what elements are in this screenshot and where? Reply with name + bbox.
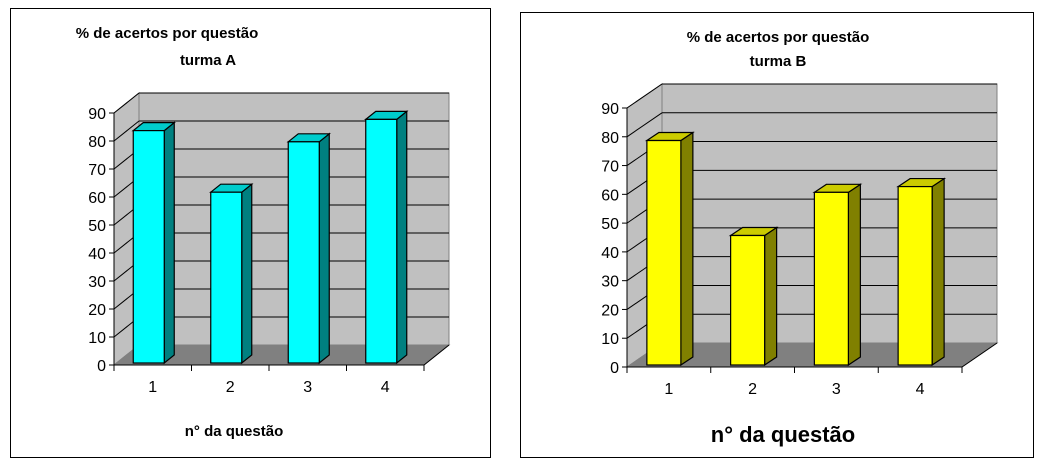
- chart-a-title-line2: turma A: [180, 52, 236, 69]
- chart-a-x-tick-label: 1: [148, 379, 157, 396]
- chart-a-y-tick-label: 20: [88, 302, 106, 319]
- chart-a-x-tick-label: 4: [381, 379, 390, 396]
- chart-a-x-tick-label: 3: [303, 379, 312, 396]
- chart-b-y-tick-label: 20: [601, 302, 619, 319]
- chart-b-y-tick-label: 0: [610, 360, 619, 377]
- chart-b-y-tick-label: 70: [601, 159, 619, 176]
- chart-a-bar-side: [396, 110, 408, 365]
- chart-a-y-tick-label: 30: [88, 274, 106, 291]
- chart-a-y-tick-label: 40: [88, 246, 106, 263]
- chart-b-y-tick-label: 30: [601, 274, 619, 291]
- chart-b-bar: [728, 226, 779, 367]
- chart-b-gridline-side: [626, 83, 663, 109]
- chart-a-bar-front: [210, 191, 243, 364]
- chart-b-bar-side: [931, 177, 945, 367]
- chart-a-bar: [131, 121, 176, 365]
- chart-b-y-tick-label: 50: [601, 216, 619, 233]
- chart-a-plot-area: 0 10 20 30 40 50 60 70 80 90 1 2 3 4: [88, 91, 451, 396]
- chart-b-y-tick-label: 60: [601, 187, 619, 204]
- chart-b-x-tick-label: 2: [748, 381, 757, 398]
- chart-b-bar: [812, 183, 863, 367]
- chart-a-plot: % de acertos por questão turma A 0 10 20 30…: [76, 25, 451, 440]
- chart-b-y-tick-label: 10: [601, 331, 619, 348]
- chart-b-x-tick-label: 4: [916, 381, 925, 398]
- chart-a-x-tick-label: 2: [226, 379, 235, 396]
- chart-b-bar-side: [764, 226, 778, 367]
- chart-a-bar-front: [287, 141, 320, 364]
- chart-a-y-tick-label: 0: [97, 358, 106, 375]
- chart-b-bar: [644, 131, 695, 367]
- chart-b-y-tick-label: 90: [601, 101, 619, 118]
- chart-a-y-tick-label: 90: [88, 106, 106, 123]
- chart-b-x-axis-depth: [961, 342, 998, 368]
- chart-b-x-axis-label: n° da questão: [711, 422, 855, 447]
- chart-b-y-tick-label: 80: [601, 130, 619, 147]
- chart-b-plot-area: 0 10 20 30 40 50 60 70 80 90 1 2 3 4: [601, 83, 999, 398]
- chart-b-plot: % de acertos por questão turma B 0 10 20 30…: [601, 29, 999, 447]
- chart-b: % de acertos por questão turma B 0 10 20 30…: [520, 12, 1034, 458]
- chart-b-bar-front: [897, 185, 933, 366]
- chart-a-title-line1: % de acertos por questão: [76, 25, 259, 42]
- chart-b-bar-front: [813, 191, 849, 366]
- chart-b-title-line1: % de acertos por questão: [687, 29, 870, 46]
- chart-a-bar-front: [132, 129, 165, 364]
- chart-a-bar: [286, 132, 331, 365]
- chart-b-bar-front: [646, 139, 682, 366]
- chart-a: % de acertos por questão turma A 0 10 20 30…: [10, 8, 491, 458]
- chart-a-y-tick-label: 50: [88, 218, 106, 235]
- chart-a-x-axis-depth: [423, 344, 450, 366]
- chart-a-bar-front: [365, 118, 398, 364]
- chart-b-bar-front: [730, 234, 766, 366]
- chart-a-x-axis-label: n° da questão: [185, 423, 284, 440]
- chart-a-y-tick-label: 10: [88, 330, 106, 347]
- chart-a-bar-side: [163, 121, 175, 365]
- chart-a-bar: [209, 182, 254, 365]
- chart-b-gridline-side: [626, 112, 663, 138]
- chart-a-gridline-side: [113, 92, 140, 114]
- chart-a-bar: [364, 110, 409, 365]
- chart-b-bar: [896, 177, 947, 367]
- chart-b-y-tick-label: 40: [601, 245, 619, 262]
- chart-b-x-tick-label: 1: [664, 381, 673, 398]
- chart-a-y-tick-label: 60: [88, 190, 106, 207]
- chart-b-bar-side: [680, 131, 694, 367]
- chart-b-title-line2: turma B: [750, 53, 807, 70]
- chart-a-gridline-side: [113, 120, 140, 142]
- chart-a-y-tick-label: 80: [88, 134, 106, 151]
- chart-b-bar-side: [847, 183, 861, 367]
- chart-a-bar-side: [318, 132, 330, 365]
- chart-a-y-tick-label: 70: [88, 162, 106, 179]
- chart-a-bar-side: [241, 182, 253, 365]
- chart-b-x-tick-label: 3: [832, 381, 841, 398]
